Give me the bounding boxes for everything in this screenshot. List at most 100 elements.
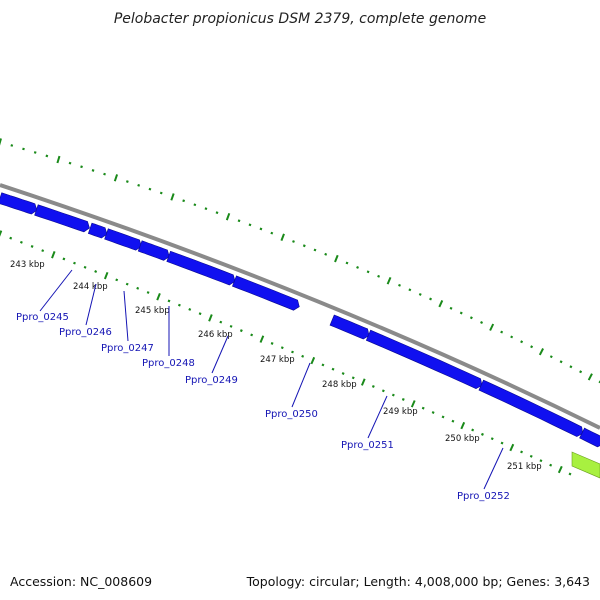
inner-tick	[351, 376, 355, 380]
inner-tick	[83, 265, 87, 269]
inner-tick	[259, 335, 265, 343]
outer-tick	[68, 161, 72, 165]
inner-tick	[431, 411, 435, 414]
gene-feature[interactable]	[87, 222, 108, 239]
inner-tick	[19, 240, 23, 244]
outer-tick	[538, 348, 544, 356]
outer-tick	[313, 248, 317, 252]
inner-tick-ring	[0, 230, 572, 476]
gene-feature[interactable]	[104, 228, 142, 251]
inner-tick	[198, 312, 202, 316]
gene-labels: Ppro_0245 Ppro_0246 Ppro_0247 Ppro_0248 …	[16, 312, 510, 502]
gene-feature[interactable]	[0, 192, 38, 215]
outer-tick	[377, 274, 381, 278]
inner-tick	[250, 333, 254, 337]
inner-tick	[103, 271, 109, 280]
inner-tick	[125, 282, 129, 286]
gene-label-ppro-0246[interactable]: Ppro_0246	[59, 327, 112, 338]
inner-tick	[557, 465, 563, 474]
outer-tick	[579, 370, 583, 374]
gene-feature[interactable]	[166, 250, 236, 286]
gene-feature[interactable]	[34, 204, 90, 233]
inner-tick	[280, 346, 284, 350]
outer-tick	[159, 191, 163, 195]
outer-tick	[215, 211, 219, 215]
gene-feature[interactable]	[137, 240, 170, 261]
outer-tick	[469, 316, 473, 320]
outer-tick	[520, 340, 524, 344]
inner-tick	[360, 378, 366, 386]
inner-tick	[291, 350, 294, 354]
gene-label-ppro-0245[interactable]: Ppro_0245	[16, 312, 69, 323]
inner-tick	[229, 324, 233, 328]
inner-tick	[94, 270, 98, 273]
outer-tick	[204, 207, 208, 211]
outer-tick	[237, 219, 241, 223]
outer-tick	[489, 323, 495, 331]
outer-tick	[280, 233, 285, 241]
inner-tick	[239, 329, 243, 333]
gene-label-ppro-0251[interactable]: Ppro_0251	[341, 440, 394, 451]
outer-tick	[125, 180, 129, 183]
gene-feature-highlight[interactable]	[571, 451, 600, 479]
outer-tick	[587, 373, 593, 381]
inner-tick	[509, 443, 515, 452]
genome-backbone	[0, 183, 600, 430]
inner-tick	[301, 354, 305, 358]
outer-tick	[500, 330, 504, 334]
inner-tick	[177, 303, 181, 307]
outer-tick	[103, 172, 106, 176]
gene-label-ppro-0249[interactable]: Ppro_0249	[185, 375, 238, 386]
inner-tick	[310, 356, 316, 365]
scale-label-243: 243 kbp	[10, 260, 45, 270]
outer-tick	[148, 187, 152, 191]
gene-feature[interactable]	[365, 329, 483, 390]
outer-tick	[302, 244, 306, 248]
gene-feature[interactable]	[478, 379, 584, 437]
outer-tick	[366, 270, 370, 274]
leader-line	[39, 269, 73, 312]
gene-feature[interactable]	[579, 427, 600, 448]
outer-tick	[137, 183, 141, 187]
inner-tick	[115, 278, 119, 282]
inner-tick	[321, 363, 325, 367]
outer-tick	[324, 252, 328, 256]
outer-tick	[459, 311, 463, 315]
leader-line	[85, 283, 97, 326]
inner-tick	[208, 314, 213, 322]
gene-label-ppro-0248[interactable]: Ppro_0248	[142, 358, 195, 369]
inner-tick	[156, 293, 161, 301]
genome-summary-text: Topology: circular; Length: 4,008,000 bp…	[246, 574, 590, 589]
outer-tick	[225, 212, 231, 221]
outer-tick	[0, 138, 2, 146]
gene-label-ppro-0250[interactable]: Ppro_0250	[265, 409, 318, 420]
gene-feature[interactable]	[232, 275, 300, 311]
outer-tick	[429, 297, 433, 301]
inner-tick	[341, 372, 345, 375]
map-title: Pelobacter propionicus DSM 2379, complet…	[114, 11, 486, 27]
inner-tick	[146, 291, 150, 294]
outer-tick	[334, 254, 339, 263]
outer-tick	[345, 261, 349, 265]
outer-tick	[569, 365, 573, 369]
gene-label-ppro-0252[interactable]: Ppro_0252	[457, 491, 510, 502]
inner-tick	[471, 428, 475, 432]
scale-labels: 243 kbp 244 kbp 245 kbp 246 kbp 247 kbp …	[10, 260, 542, 472]
gene-feature[interactable]	[329, 314, 370, 340]
outer-tick	[193, 203, 197, 207]
outer-tick	[56, 155, 61, 164]
inner-tick	[41, 249, 45, 253]
gene-label-ppro-0247[interactable]: Ppro_0247	[101, 343, 154, 354]
inner-tick	[520, 450, 524, 454]
inner-tick	[167, 299, 171, 303]
inner-tick	[371, 384, 375, 388]
inner-tick	[460, 421, 466, 430]
leader-line	[123, 290, 129, 342]
outer-tick	[386, 277, 392, 285]
inner-tick	[30, 245, 34, 248]
outer-tick	[182, 199, 186, 203]
leader-line	[483, 447, 504, 490]
inner-tick	[549, 463, 553, 467]
outer-tick	[398, 283, 401, 287]
outer-tick	[45, 154, 49, 158]
